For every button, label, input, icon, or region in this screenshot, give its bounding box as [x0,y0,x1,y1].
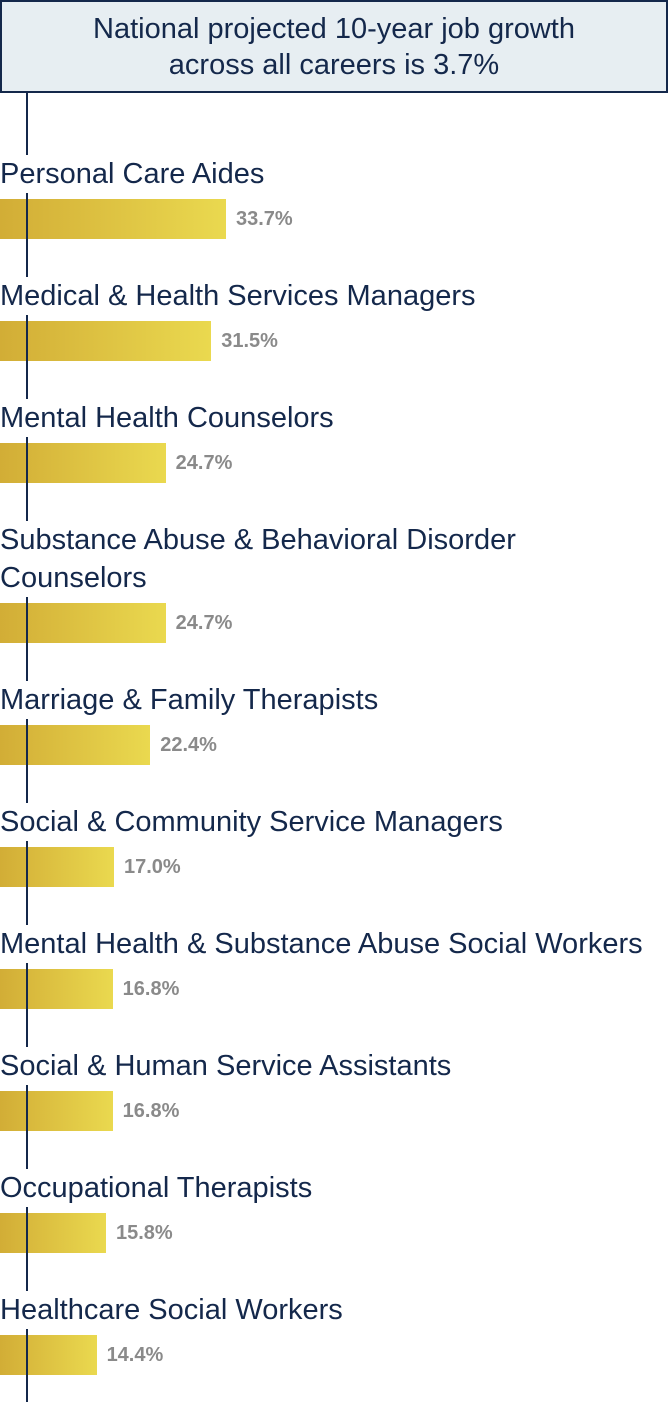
chart-row: Occupational Therapists 15.8% [0,1169,672,1253]
chart-row: Social & Human Service Assistants 16.8% [0,1047,672,1131]
category-label: Occupational Therapists [0,1169,660,1207]
category-label: Mental Health Counselors [0,399,660,437]
bar [0,725,151,765]
value-label: 24.7% [175,612,233,634]
chart-row: Marriage & Family Therapists 22.4% [0,681,672,765]
callout-line-2: across all careers is 3.7% [168,48,500,81]
category-label: Social & Human Service Assistants [0,1047,660,1085]
reference-line [26,93,28,1402]
category-label: Personal Care Aides [0,155,660,193]
bar [0,1335,97,1375]
chart-row: Medical & Health Services Managers 31.5% [0,277,672,361]
growth-callout-box: National projected 10-year job growth ac… [0,0,668,93]
value-label: 24.7% [175,452,233,474]
value-label: 22.4% [160,734,217,756]
category-label: Healthcare Social Workers [0,1291,660,1329]
category-label: Marriage & Family Therapists [0,681,660,719]
bar [0,1091,113,1131]
value-label: 16.8% [122,1100,180,1122]
chart-row: Social & Community Service Managers 17.0% [0,803,672,887]
bar [0,603,166,643]
callout-line-1: National projected 10-year job growth [93,12,575,45]
category-label: Mental Health & Substance Abuse Social W… [0,925,660,963]
value-label: 14.4% [106,1344,164,1366]
value-label: 31.5% [221,330,278,352]
category-label: Substance Abuse & Behavioral Disorder Co… [0,521,660,597]
value-label: 15.8% [115,1222,173,1244]
chart-row: Healthcare Social Workers 14.4% [0,1291,672,1375]
bar [0,199,226,239]
category-label: Social & Community Service Managers [0,803,660,841]
chart-row: Mental Health Counselors 24.7% [0,399,672,483]
value-label: 16.8% [122,978,180,1000]
chart-row: Mental Health & Substance Abuse Social W… [0,925,672,1009]
bar [0,969,113,1009]
bar [0,321,212,361]
chart-row: Personal Care Aides 33.7% [0,155,672,239]
value-label: 17.0% [124,856,181,878]
chart-row: Substance Abuse & Behavioral Disorder Co… [0,521,672,643]
bar [0,1213,106,1253]
bar [0,847,114,887]
category-label: Medical & Health Services Managers [0,277,660,315]
value-label: 33.7% [236,208,293,230]
bar [0,443,166,483]
